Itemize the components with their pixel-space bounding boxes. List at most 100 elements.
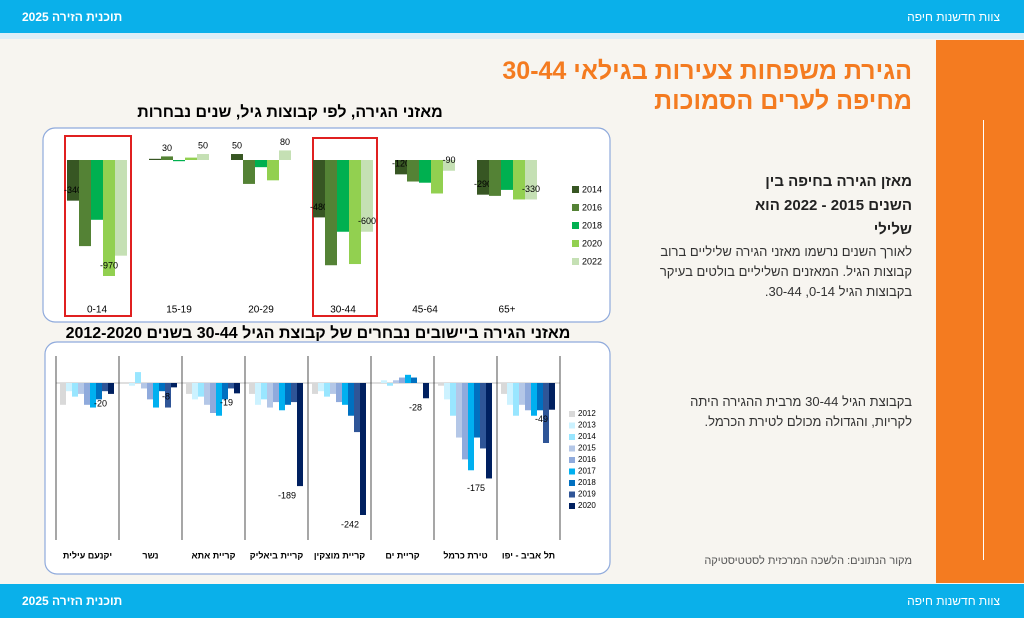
bar xyxy=(443,160,455,171)
bar xyxy=(531,383,537,416)
bar xyxy=(393,380,399,383)
bar xyxy=(324,383,330,397)
slide-title: הגירת משפחות צעירות בגילאי 30-44 מחיפה ל… xyxy=(502,57,912,115)
bar xyxy=(255,383,261,405)
legend-label: 2015 xyxy=(578,444,596,453)
chart2-title: מאזני הגירה ביישובים נבחרים של קבוצת הגי… xyxy=(66,324,571,342)
bar xyxy=(501,383,507,394)
x-tick-label: נשר xyxy=(142,550,158,560)
side-line xyxy=(983,120,984,560)
data-label: -970 xyxy=(100,260,118,270)
bar xyxy=(407,160,419,182)
bar xyxy=(210,383,216,413)
legend-label: 2014 xyxy=(578,432,596,441)
bar xyxy=(231,154,243,160)
bar xyxy=(159,383,165,392)
legend-swatch xyxy=(569,491,575,498)
bar xyxy=(318,383,324,392)
bar xyxy=(387,383,393,386)
legend-label: 2018 xyxy=(582,220,602,230)
data-label: -600 xyxy=(358,216,376,226)
legend-swatch xyxy=(572,204,579,211)
bar xyxy=(96,383,102,400)
legend-label: 2014 xyxy=(582,184,602,194)
bar xyxy=(342,383,348,405)
bar xyxy=(395,160,407,175)
bar xyxy=(60,383,66,405)
note: בקבוצת הגיל 30-44 מרבית ההגירה היתה לקרי… xyxy=(690,394,912,429)
bar xyxy=(525,160,537,200)
footer-left: תוכנית הזירה 2025 xyxy=(22,594,123,608)
bar xyxy=(438,383,444,386)
bar xyxy=(216,383,222,416)
bar xyxy=(291,383,297,403)
data-label: -330 xyxy=(522,184,540,194)
bar xyxy=(267,160,279,181)
bar xyxy=(399,377,405,383)
bar xyxy=(474,383,480,438)
x-tick-label: תל אביב - יפו xyxy=(502,550,555,560)
bar xyxy=(486,383,492,479)
bar xyxy=(285,383,291,405)
summary-text: לאורך השנים נרשמו מאזני הגירה שליליים בר… xyxy=(659,244,912,299)
summary-heading: מאזן הגירה בחיפה בין השנים 2015 - 2022 ה… xyxy=(754,173,912,238)
bar xyxy=(141,383,147,389)
header: תוכנית הזירה 2025 צוות חדשנות חיפה xyxy=(0,0,1024,33)
bar xyxy=(549,383,555,410)
data-label: -8 xyxy=(162,392,170,402)
bar xyxy=(519,383,525,405)
bar xyxy=(84,383,90,405)
bar xyxy=(456,383,462,438)
bar xyxy=(165,383,171,408)
chart2-frame xyxy=(44,341,611,575)
bar xyxy=(297,383,303,487)
bar xyxy=(325,160,337,266)
bar xyxy=(197,154,209,160)
bar xyxy=(330,383,336,394)
legend-label: 2017 xyxy=(578,467,596,476)
bar xyxy=(489,160,501,196)
data-label: -480 xyxy=(310,202,328,212)
bar xyxy=(228,383,234,389)
legend-swatch xyxy=(572,240,579,247)
bar xyxy=(336,383,342,403)
bar xyxy=(249,383,255,394)
bar xyxy=(67,160,79,201)
bar xyxy=(354,383,360,433)
bar xyxy=(337,160,349,232)
bar xyxy=(543,383,549,443)
x-tick-label: 0-14 xyxy=(87,305,107,316)
bar xyxy=(537,383,543,411)
legend-swatch xyxy=(572,222,579,229)
bar xyxy=(273,383,279,403)
bar xyxy=(234,383,240,394)
bar xyxy=(411,377,417,383)
bar xyxy=(108,383,114,394)
bar xyxy=(243,160,255,184)
legend-swatch xyxy=(569,445,575,452)
bar xyxy=(149,158,161,160)
bar xyxy=(513,383,519,416)
legend-label: 2020 xyxy=(582,238,602,248)
bar xyxy=(153,383,159,408)
x-tick-label: 65+ xyxy=(499,305,516,316)
legend-swatch xyxy=(569,468,575,475)
data-label: 30 xyxy=(162,143,172,153)
bar xyxy=(501,160,513,190)
bar xyxy=(261,383,267,400)
data-label: -28 xyxy=(409,403,422,413)
data-label: -175 xyxy=(467,483,485,493)
header-right: צוות חדשנות חיפה xyxy=(907,10,1000,24)
x-tick-label: קריית מוצקין xyxy=(314,550,365,560)
x-tick-label: קריית ביאליק xyxy=(250,550,304,560)
legend-swatch xyxy=(569,480,575,486)
bar xyxy=(468,383,474,471)
header-left: תוכנית הזירה 2025 xyxy=(22,10,123,24)
legend-swatch xyxy=(569,411,575,417)
bar xyxy=(115,160,127,256)
bar xyxy=(66,383,72,392)
bar xyxy=(103,160,115,276)
legend-label: 2019 xyxy=(578,490,596,499)
legend-label: 2013 xyxy=(578,421,596,430)
